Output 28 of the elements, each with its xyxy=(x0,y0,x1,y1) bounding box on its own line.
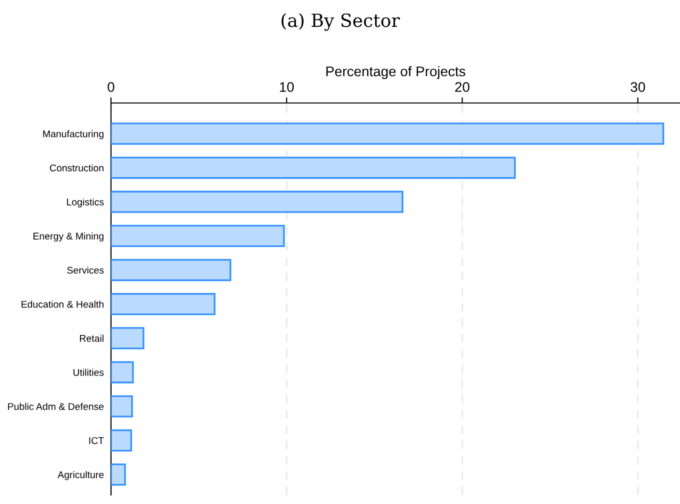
bar xyxy=(111,463,126,486)
x-tick-label: 30 xyxy=(630,82,646,92)
y-tick-label: Education & Health xyxy=(22,300,104,308)
bar xyxy=(111,122,664,145)
y-tick-label: Agriculture xyxy=(58,471,104,480)
x-tick-label: 0 xyxy=(108,82,114,92)
y-tick-label: ICT xyxy=(89,437,104,444)
bar xyxy=(111,190,404,213)
y-tick-label: Utilities xyxy=(73,368,104,376)
bar xyxy=(111,156,516,179)
y-tick-label: Manufacturing xyxy=(43,130,104,140)
y-tick-label: Services xyxy=(67,266,104,274)
y-tick-label: Retail xyxy=(80,334,104,342)
x-tick-label: 20 xyxy=(455,82,470,92)
bar xyxy=(111,293,216,316)
bar xyxy=(111,327,144,350)
bar xyxy=(111,361,134,384)
bar xyxy=(111,429,132,452)
y-tick-label: Construction xyxy=(50,164,104,172)
bar xyxy=(111,224,285,247)
bar xyxy=(111,395,133,418)
y-tick-label: Public Adm & Defense xyxy=(8,402,104,410)
bar xyxy=(111,258,232,282)
y-tick-label: Logistics xyxy=(67,198,104,208)
y-tick-label: Energy & Mining xyxy=(34,232,104,242)
chart-title: (a) By Sector xyxy=(282,13,400,31)
x-tick-label: 10 xyxy=(280,82,294,92)
x-axis-title: Percentage of Projects xyxy=(326,66,466,80)
